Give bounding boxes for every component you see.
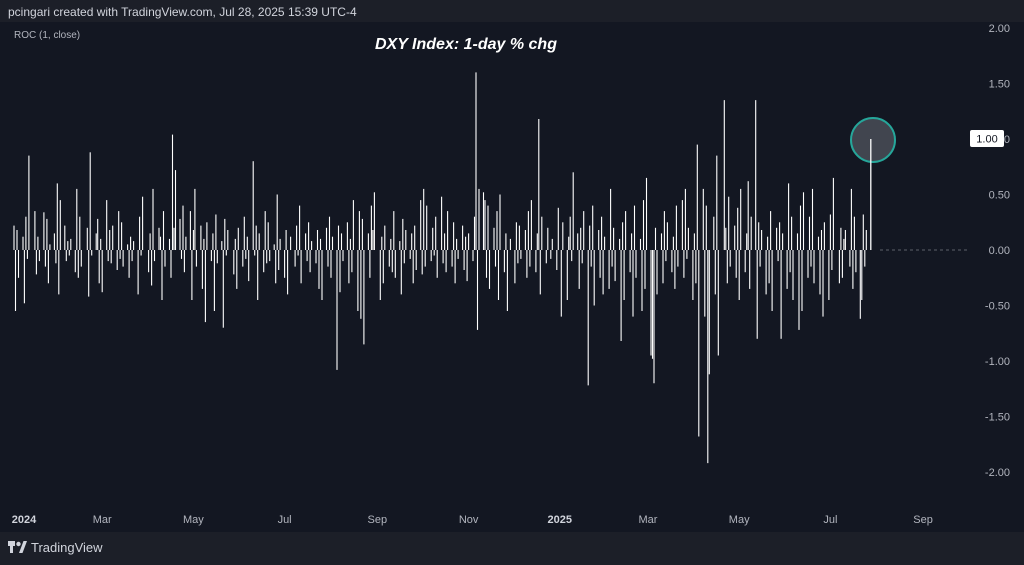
x-tick-label: May <box>729 514 750 526</box>
y-tick-label: 0.50 <box>989 190 1010 202</box>
footer-brand-label: TradingView <box>31 540 103 555</box>
x-tick-label: Nov <box>459 514 479 526</box>
x-tick-label: 2025 <box>548 514 572 526</box>
x-tick-label: Mar <box>93 514 112 526</box>
last-value-badge: 1.00 <box>970 130 1004 147</box>
y-tick-label: -1.50 <box>985 412 1010 424</box>
y-tick-label: -2.00 <box>985 467 1010 479</box>
y-tick-label: -1.00 <box>985 356 1010 368</box>
highlight-circle <box>850 117 896 163</box>
x-tick-label: Mar <box>639 514 658 526</box>
x-tick-label: Jul <box>823 514 837 526</box>
y-tick-label: 0.00 <box>989 245 1010 257</box>
bars-layer <box>13 72 867 464</box>
chart-title: DXY Index: 1-day % chg <box>375 36 557 53</box>
last-value-label: 1.00 <box>976 134 997 146</box>
header-attribution: pcingari created with TradingView.com, J… <box>8 5 357 19</box>
y-tick-label: 1.50 <box>989 79 1010 91</box>
x-tick-label: 2024 <box>12 514 37 526</box>
tradingview-logo-icon <box>8 541 27 553</box>
x-tick-label: Sep <box>913 514 933 526</box>
x-tick-label: Jul <box>278 514 292 526</box>
footer-brand[interactable]: TradingView <box>8 540 103 555</box>
last-value-badge-bg <box>970 130 1004 147</box>
x-tick-label: Sep <box>368 514 388 526</box>
indicator-label[interactable]: ROC (1, close) <box>14 30 80 41</box>
x-tick-label: May <box>183 514 204 526</box>
y-tick-label: -0.50 <box>985 301 1010 313</box>
plot-area[interactable] <box>0 22 1024 532</box>
x-axis[interactable]: 2024 Mar May Jul Sep Nov 2025 Mar May Jul Sep <box>12 514 933 526</box>
y-tick-label: 2.00 <box>989 23 1010 35</box>
